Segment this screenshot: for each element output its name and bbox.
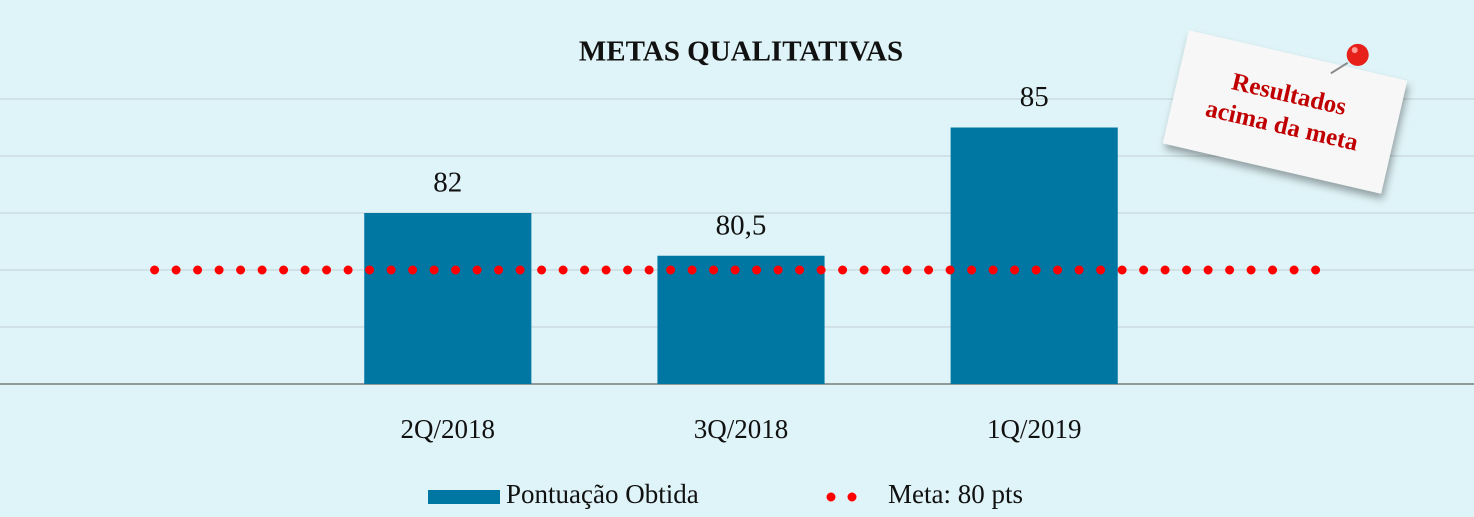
data-label: 82: [433, 167, 462, 199]
x-tick-label: 1Q/2019: [987, 414, 1082, 444]
data-label: 80,5: [716, 209, 767, 241]
legend-label: Meta: 80 pts: [888, 479, 1023, 509]
legend-swatch: [428, 490, 500, 504]
pin-shine: [1351, 47, 1358, 54]
legend-label: Pontuação Obtida: [506, 479, 699, 509]
x-tick-label: 3Q/2018: [694, 414, 789, 444]
bar: [657, 255, 825, 384]
plot-area: 2Q/2018 3Q/2018 1Q/2019 82 80,5 85: [0, 81, 1474, 444]
pin: [1330, 43, 1369, 75]
note-paper: [1162, 30, 1408, 194]
chart-title: METAS QUALITATIVAS: [579, 36, 903, 68]
bar: [364, 213, 532, 384]
x-tick-label: 2Q/2018: [401, 414, 496, 444]
bar: [950, 127, 1118, 384]
pin-needle: [1330, 61, 1349, 75]
data-label: 85: [1020, 81, 1049, 113]
legend: Pontuação Obtida Meta: 80 pts: [428, 479, 1023, 509]
sticky-note: Resultados acima da meta: [1162, 30, 1408, 194]
